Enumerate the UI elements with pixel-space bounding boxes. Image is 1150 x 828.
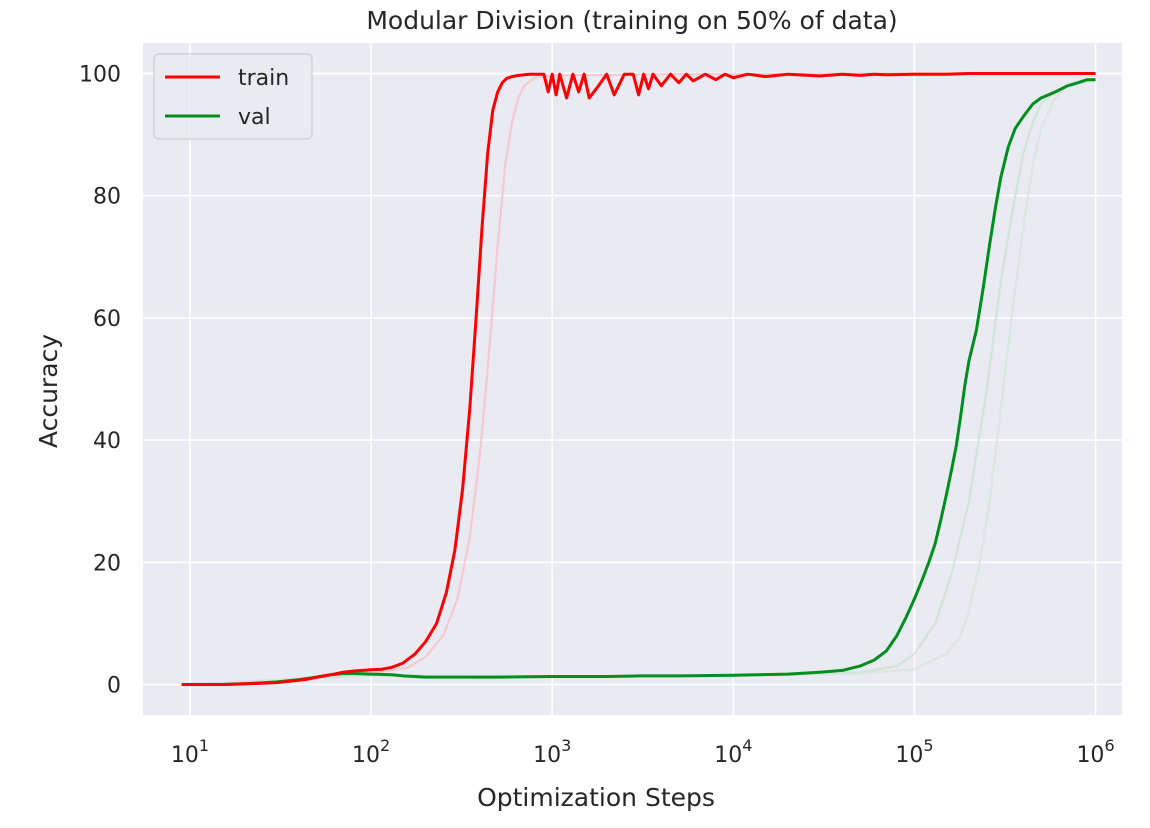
x-tick-base: 10 bbox=[895, 743, 923, 768]
x-axis-label: Optimization Steps bbox=[477, 783, 715, 812]
x-tick-label: 103 bbox=[533, 736, 571, 768]
x-tick-label: 105 bbox=[895, 736, 933, 768]
x-tick-base: 10 bbox=[352, 743, 380, 768]
x-tick-base: 10 bbox=[533, 743, 561, 768]
x-gridlines bbox=[189, 43, 1097, 715]
y-tick-labels: 0 20 40 60 80 100 bbox=[79, 63, 121, 699]
y-tick-label: 100 bbox=[79, 63, 121, 88]
x-tick-labels: 101 102 103 104 105 106 bbox=[171, 736, 1115, 768]
x-tick-exponent: 6 bbox=[1104, 736, 1114, 755]
series-lines bbox=[181, 72, 1096, 686]
x-tick-exponent: 4 bbox=[742, 736, 752, 755]
x-tick-exponent: 1 bbox=[199, 736, 209, 755]
x-tick-base: 10 bbox=[1076, 743, 1104, 768]
x-tick-label: 104 bbox=[714, 736, 752, 768]
legend-label-val: val bbox=[238, 105, 271, 130]
y-tick-label: 20 bbox=[93, 551, 121, 576]
legend: train val bbox=[153, 53, 313, 140]
chart-title: Modular Division (training on 50% of dat… bbox=[366, 6, 897, 35]
x-tick-exponent: 2 bbox=[380, 736, 390, 755]
x-tick-label: 106 bbox=[1076, 736, 1114, 768]
legend-label-train: train bbox=[238, 66, 289, 91]
y-tick-label: 0 bbox=[107, 673, 121, 698]
x-tick-base: 10 bbox=[714, 743, 742, 768]
plot-background bbox=[143, 43, 1122, 715]
series-line-val bbox=[181, 78, 1096, 686]
x-tick-base: 10 bbox=[171, 743, 199, 768]
legend-box bbox=[153, 53, 313, 140]
x-tick-exponent: 5 bbox=[923, 736, 933, 755]
y-axis-label: Accuracy bbox=[34, 334, 63, 448]
y-tick-label: 40 bbox=[93, 429, 121, 454]
x-tick-label: 102 bbox=[352, 736, 390, 768]
series-line-train bbox=[181, 72, 1096, 686]
y-tick-label: 60 bbox=[93, 307, 121, 332]
x-tick-exponent: 3 bbox=[561, 736, 571, 755]
x-tick-label: 101 bbox=[171, 736, 209, 768]
y-tick-label: 80 bbox=[93, 185, 121, 210]
